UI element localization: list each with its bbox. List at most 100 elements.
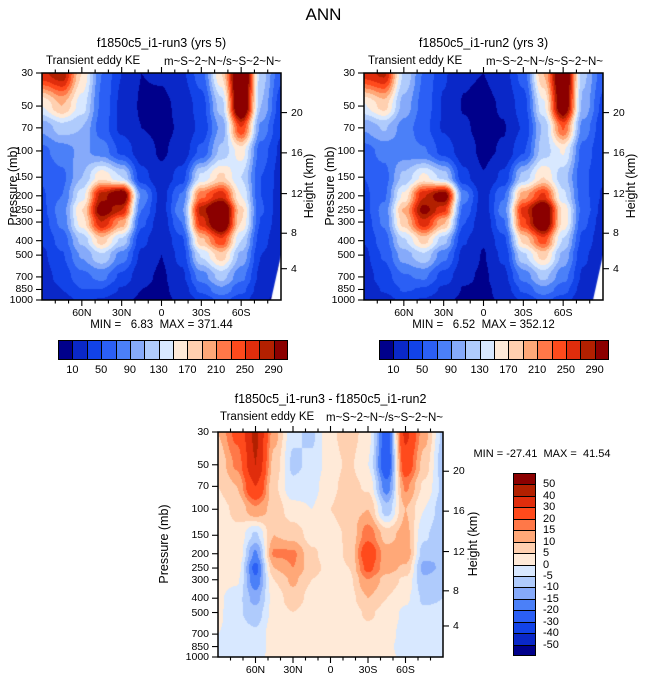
pressure-tick-label: 500 [15, 249, 33, 262]
lat-tick-label: 60N [245, 664, 266, 676]
pressure-tick-label: 1000 [185, 651, 209, 663]
lat-tick-label: 60N [72, 307, 92, 319]
pressure-tick-label: 700 [15, 270, 33, 283]
colorbar-cell [422, 340, 438, 360]
colorbar-tick-label: -5 [543, 569, 553, 582]
height-tick-label: 20 [453, 465, 465, 478]
height-tick-label: 16 [453, 505, 465, 518]
height-tick-label: 8 [291, 227, 297, 240]
colorbar-tick-label: -15 [543, 592, 559, 605]
panel-run3-title: f1850c5_i1-run3 (yrs 5) [96, 36, 227, 50]
pressure-tick-label: 70 [197, 480, 209, 493]
panel-run3-minmax: MIN = 6.83 MAX = 371.44 [90, 319, 233, 331]
lat-tick-label: 30S [358, 664, 378, 676]
panel-run2-contour-field [364, 73, 603, 300]
panel-diff-pressure-axis-title: Pressure (mb) [157, 504, 171, 584]
colorbar-cell [130, 340, 145, 360]
colorbar-tick-label: 15 [543, 524, 556, 537]
colorbar-cell [231, 340, 246, 360]
pressure-tick-label: 150 [191, 529, 209, 542]
pressure-tick-label: 50 [197, 458, 209, 471]
colorbar-tick-label: 90 [123, 364, 136, 376]
pressure-tick-label: 250 [15, 204, 33, 217]
pressure-tick-label: 70 [343, 121, 355, 134]
colorbar-tick-label: 10 [543, 535, 556, 548]
pressure-tick-label: 100 [15, 144, 33, 157]
pressure-tick-label: 50 [21, 100, 33, 113]
pressure-tick-label: 850 [191, 640, 209, 653]
colorbar-tick-label: -10 [543, 581, 559, 594]
pressure-tick-label: 700 [191, 628, 209, 641]
pressure-tick-label: 150 [337, 171, 355, 184]
colorbar-cell [173, 340, 188, 360]
colorbar-cell [508, 340, 524, 360]
panel-diff-contour-field [218, 432, 443, 657]
colorbar-tick-label: 5 [543, 547, 550, 560]
colorbar-cell [274, 340, 288, 360]
panel-run3-height-axis-title: Height (km) [302, 153, 316, 219]
lat-tick-label: 30N [112, 307, 132, 319]
colorbar-cell [216, 340, 232, 360]
panel-diff-height-axis-title: Height (km) [466, 511, 480, 577]
colorbar-cell [259, 340, 275, 360]
pressure-tick-label: 200 [15, 189, 33, 202]
colorbar-cell [523, 340, 538, 360]
pressure-tick-label: 300 [191, 573, 209, 586]
pressure-tick-label: 150 [15, 171, 33, 184]
lat-tick-label: 60S [553, 307, 573, 319]
height-tick-label: 16 [291, 146, 303, 159]
pressure-tick-label: 700 [337, 270, 355, 283]
height-tick-label: 20 [291, 106, 303, 119]
height-tick-label: 12 [453, 545, 465, 558]
pressure-tick-label: 100 [337, 144, 355, 157]
colorbar-tick-label: 290 [585, 364, 604, 376]
colorbar-cell [408, 340, 423, 360]
colorbar-tick-label: 20 [543, 512, 556, 525]
colorbar-cell [580, 340, 596, 360]
colorbar-tick-label: 170 [178, 364, 197, 376]
colorbar-cell [451, 340, 466, 360]
height-tick-label: 12 [613, 187, 625, 200]
colorbar-cell [245, 340, 260, 360]
colorbar-tick-label: -50 [543, 638, 559, 651]
panel-run2-height-axis-title: Height (km) [624, 153, 638, 219]
pressure-tick-label: 1000 [331, 294, 355, 306]
colorbar-tick-label: 210 [206, 364, 226, 376]
colorbar-tick-label: 210 [527, 364, 547, 376]
panel-run2-title: f1850c5_i1-run2 (yrs 3) [418, 36, 549, 50]
colorbar-cell [144, 340, 160, 360]
lat-tick-label: 30N [434, 307, 454, 319]
pressure-tick-label: 1000 [9, 294, 33, 306]
colorbar-cell [379, 340, 394, 360]
pressure-tick-label: 50 [343, 100, 355, 113]
panel-diff-field-label: Transient eddy KE [220, 411, 315, 423]
pressure-tick-label: 500 [337, 249, 355, 262]
colorbar-cell [72, 340, 88, 360]
colorbar-cell [480, 340, 495, 360]
pressure-tick-label: 100 [191, 503, 209, 516]
lat-tick-label: 30S [513, 307, 533, 319]
colorbar-cell [87, 340, 102, 360]
lat-tick-label: 0 [158, 307, 165, 319]
panel-run2-units-label: m~S~2~N~/s~S~2~N~ [486, 56, 603, 68]
panel-diff-units-label: m~S~2~N~/s~S~2~N~ [326, 412, 443, 424]
lat-tick-label: 0 [480, 307, 487, 319]
colorbar-tick-label: 40 [543, 489, 556, 502]
lat-tick-label: 30N [283, 664, 303, 676]
colorbar-tick-label: 130 [470, 364, 489, 376]
colorbar-tick-label: -30 [543, 615, 559, 628]
colorbar-cell [116, 340, 131, 360]
height-tick-label: 8 [453, 584, 459, 597]
panel-run2-field-label: Transient eddy KE [368, 55, 463, 67]
pressure-tick-label: 850 [337, 283, 355, 296]
height-tick-label: 4 [453, 619, 459, 632]
lat-tick-label: 60N [394, 307, 414, 319]
colorbar-tick-label: 0 [543, 558, 550, 571]
colorbar-cell [552, 340, 567, 360]
colorbar-cell [159, 340, 174, 360]
colorbar-tick-label: -20 [543, 604, 559, 617]
panel-run3-field-label: Transient eddy KE [46, 55, 141, 67]
pressure-tick-label: 300 [337, 216, 355, 229]
colorbar-cell [595, 340, 609, 360]
height-tick-label: 20 [613, 106, 625, 119]
